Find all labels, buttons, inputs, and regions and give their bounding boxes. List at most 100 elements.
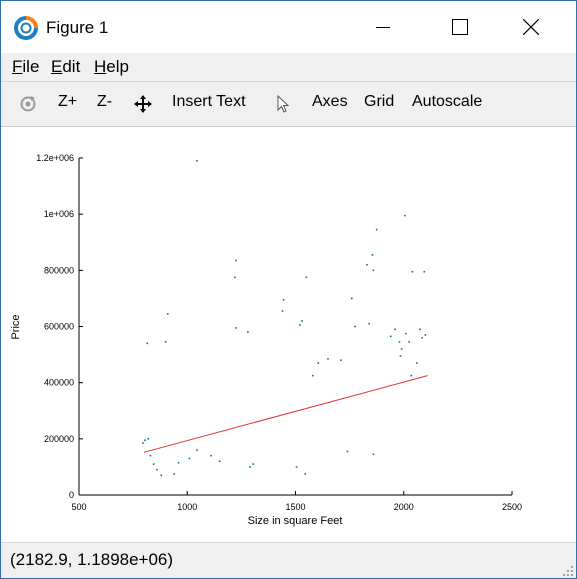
close-icon bbox=[523, 19, 539, 35]
y-tick-label: 800000 bbox=[44, 265, 74, 275]
data-point bbox=[252, 463, 255, 465]
data-point bbox=[327, 357, 329, 360]
y-tick-label: 600000 bbox=[44, 322, 74, 332]
data-point bbox=[164, 341, 167, 343]
data-point bbox=[398, 341, 401, 343]
status-bar: (2182.9, 1.1898e+06) bbox=[1, 542, 576, 578]
data-point bbox=[299, 324, 301, 326]
data-point bbox=[234, 276, 236, 279]
data-point bbox=[372, 453, 375, 456]
data-point bbox=[399, 355, 402, 357]
data-point bbox=[149, 454, 152, 457]
data-point bbox=[304, 473, 307, 475]
data-point bbox=[142, 442, 144, 444]
rotate-icon[interactable] bbox=[18, 94, 38, 114]
maximize-button[interactable] bbox=[428, 1, 492, 53]
data-point bbox=[305, 276, 308, 279]
data-point bbox=[371, 254, 374, 256]
data-point bbox=[424, 334, 427, 336]
maximize-icon bbox=[452, 19, 468, 35]
figure-canvas[interactable]: 500 1000 1500 2000 2500 0 200000 400000 600000 80… bbox=[1, 127, 576, 541]
y-tick-label: 400000 bbox=[44, 378, 74, 388]
x-tick-label: 2500 bbox=[502, 502, 522, 512]
data-point bbox=[423, 270, 426, 273]
zoom-in-button[interactable]: Z+ bbox=[58, 93, 78, 110]
data-point bbox=[405, 332, 407, 335]
y-tick-label: 1e+006 bbox=[44, 209, 74, 219]
data-point bbox=[156, 468, 158, 471]
scatter-plot[interactable]: 500 1000 1500 2000 2500 0 200000 400000 600000 80… bbox=[1, 127, 576, 541]
x-axis-label: Size in square Feet bbox=[248, 515, 343, 527]
data-point bbox=[340, 359, 342, 361]
insert-text-button[interactable]: Insert Text bbox=[172, 93, 246, 110]
grid-button[interactable]: Grid bbox=[364, 93, 395, 110]
data-point bbox=[372, 269, 375, 272]
menu-file[interactable]: File bbox=[12, 57, 40, 76]
x-tick-label: 1500 bbox=[285, 502, 305, 512]
data-point bbox=[301, 320, 303, 322]
data-point bbox=[235, 259, 237, 262]
close-button[interactable] bbox=[499, 1, 563, 53]
axes-button[interactable]: Axes bbox=[312, 93, 348, 110]
data-point bbox=[196, 160, 198, 162]
data-point bbox=[400, 348, 403, 350]
data-point bbox=[354, 325, 356, 328]
data-point bbox=[177, 461, 180, 464]
data-point bbox=[375, 228, 378, 231]
y-tick-label: 0 bbox=[69, 490, 74, 500]
data-point bbox=[366, 263, 368, 266]
window-title: Figure 1 bbox=[46, 18, 109, 37]
data-point bbox=[152, 463, 155, 465]
data-point bbox=[346, 450, 349, 453]
data-point bbox=[173, 473, 176, 475]
data-point bbox=[411, 270, 414, 273]
menu-bar: File Edit Help bbox=[1, 53, 576, 82]
menu-edit[interactable]: Edit bbox=[51, 57, 81, 76]
data-point bbox=[312, 374, 314, 377]
octave-logo-icon bbox=[14, 16, 38, 40]
menu-help[interactable]: Help bbox=[94, 57, 129, 76]
fit-line bbox=[143, 375, 428, 453]
tick-labels: 500 1000 1500 2000 2500 0 200000 400000 600000 80… bbox=[36, 153, 522, 512]
data-point bbox=[160, 474, 163, 477]
data-point bbox=[410, 374, 413, 377]
data-point bbox=[350, 297, 353, 300]
select-arrow-icon[interactable] bbox=[273, 94, 293, 114]
resize-grip-icon[interactable] bbox=[562, 565, 574, 577]
data-point bbox=[146, 342, 148, 345]
data-point bbox=[394, 328, 396, 331]
data-point bbox=[317, 362, 320, 364]
data-point bbox=[408, 341, 410, 343]
minimize-icon bbox=[376, 27, 390, 28]
data-point bbox=[419, 328, 421, 331]
data-point bbox=[166, 313, 169, 315]
data-point bbox=[196, 449, 198, 451]
data-point bbox=[235, 327, 237, 329]
coordinate-readout: (2182.9, 1.1898e+06) bbox=[10, 550, 174, 569]
data-point bbox=[281, 310, 284, 312]
data-point bbox=[415, 362, 418, 364]
x-tick-label: 500 bbox=[71, 502, 86, 512]
data-points bbox=[142, 160, 427, 477]
data-point bbox=[144, 439, 146, 442]
x-tick-label: 2000 bbox=[394, 502, 414, 512]
data-point bbox=[421, 336, 423, 339]
data-point bbox=[295, 466, 298, 468]
data-point bbox=[368, 322, 370, 325]
y-tick-label: 200000 bbox=[44, 434, 74, 444]
pan-icon[interactable] bbox=[133, 94, 153, 114]
data-point bbox=[389, 335, 392, 338]
autoscale-button[interactable]: Autoscale bbox=[412, 93, 483, 110]
toolbar: Z+ Z- Insert Text Axes Grid Autoscale bbox=[1, 82, 576, 127]
data-point bbox=[404, 214, 406, 217]
fit-line-group bbox=[143, 375, 428, 453]
y-axis-label: Price bbox=[10, 314, 22, 339]
zoom-out-button[interactable]: Z- bbox=[97, 93, 113, 110]
title-bar[interactable]: Figure 1 bbox=[1, 1, 576, 53]
data-point bbox=[249, 466, 251, 468]
plot-axes bbox=[78, 158, 512, 496]
data-point bbox=[282, 299, 285, 301]
data-point bbox=[210, 454, 212, 457]
minimize-button[interactable] bbox=[351, 1, 415, 53]
